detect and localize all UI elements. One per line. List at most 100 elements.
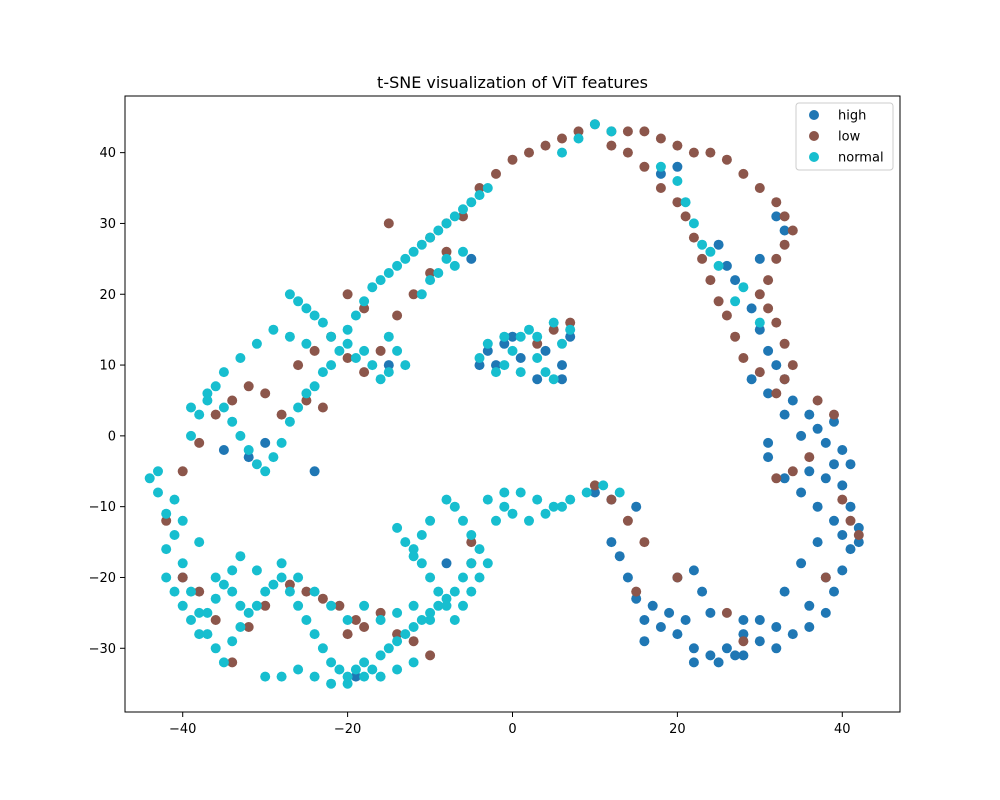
point-high-25 (730, 275, 741, 286)
point-normal-68 (177, 515, 188, 526)
point-high-68 (779, 409, 790, 420)
point-high-63 (837, 530, 848, 540)
point-normal-35 (425, 607, 436, 618)
point-normal-83 (260, 466, 271, 477)
point-normal-202 (466, 586, 477, 597)
point-normal-131 (350, 353, 361, 363)
point-low-103 (565, 317, 576, 328)
point-normal-109 (416, 239, 427, 250)
point-low-27 (771, 388, 782, 399)
point-high-73 (672, 161, 683, 172)
point-low-62 (210, 409, 221, 420)
point-normal-173 (309, 671, 320, 682)
point-low-69 (227, 657, 238, 668)
point-normal-40 (466, 558, 477, 569)
point-normal-31 (392, 636, 403, 647)
point-normal-162 (680, 197, 691, 208)
point-high-86 (474, 360, 485, 371)
point-normal-15 (260, 586, 271, 597)
point-high-31 (631, 593, 642, 604)
point-high-34 (606, 537, 617, 548)
point-normal-45 (441, 494, 452, 505)
point-low-47 (425, 268, 436, 278)
point-low-84 (738, 636, 749, 647)
point-normal-118 (441, 253, 452, 264)
point-normal-50 (392, 522, 403, 533)
point-low-15 (771, 197, 782, 208)
point-normal-155 (548, 317, 559, 328)
point-low-31 (721, 310, 732, 321)
point-normal-32 (400, 629, 411, 640)
point-normal-38 (449, 586, 460, 597)
point-normal-144 (524, 324, 534, 335)
point-high-19 (787, 395, 798, 406)
point-normal-188 (408, 600, 419, 611)
point-normal-51 (482, 494, 493, 505)
point-low-48 (408, 289, 419, 300)
point-low-107 (383, 218, 394, 229)
point-normal-106 (392, 260, 403, 271)
point-low-33 (705, 275, 716, 286)
point-normal-8 (202, 629, 213, 640)
point-normal-5 (177, 558, 188, 569)
point-normal-26 (350, 664, 361, 675)
point-low-73 (301, 586, 312, 597)
point-normal-128 (375, 374, 386, 385)
point-low-108 (359, 303, 370, 314)
point-low-65 (161, 515, 172, 526)
point-low-8 (655, 133, 666, 144)
point-normal-124 (383, 331, 394, 342)
point-low-35 (688, 232, 699, 243)
point-high-2 (721, 643, 732, 654)
point-low-95 (589, 480, 600, 491)
point-normal-115 (466, 197, 477, 208)
point-normal-46 (425, 515, 436, 526)
point-normal-208 (416, 558, 427, 569)
point-high-96 (557, 374, 567, 385)
point-normal-48 (408, 544, 419, 555)
point-high-94 (350, 671, 361, 682)
point-high-12 (853, 522, 864, 533)
point-normal-94 (268, 324, 279, 335)
point-high-53 (713, 657, 724, 668)
point-normal-105 (383, 268, 394, 278)
point-normal-20 (301, 615, 312, 625)
point-normal-89 (309, 381, 320, 392)
point-low-42 (507, 154, 518, 165)
point-normal-201 (474, 572, 485, 583)
point-high-67 (796, 430, 807, 441)
point-high-10 (837, 565, 848, 576)
point-normal-134 (326, 331, 337, 342)
point-low-79 (375, 607, 386, 618)
point-normal-99 (186, 402, 196, 413)
point-normal-43 (458, 515, 468, 526)
point-normal-185 (359, 600, 370, 611)
point-normal-79 (227, 416, 238, 427)
point-normal-23 (326, 657, 337, 668)
point-low-43 (491, 168, 501, 179)
point-normal-95 (251, 338, 262, 349)
point-normal-139 (284, 289, 295, 300)
point-low-16 (779, 211, 790, 222)
point-normal-22 (317, 643, 328, 654)
point-low-90 (812, 395, 823, 406)
point-high-29 (655, 622, 666, 632)
point-low-26 (779, 374, 790, 385)
point-normal-104 (375, 275, 386, 286)
point-normal-135 (317, 317, 328, 328)
point-normal-123 (449, 260, 460, 271)
point-normal-110 (425, 232, 436, 243)
point-normal-200 (482, 558, 493, 569)
point-low-76 (342, 629, 353, 640)
point-high-83 (540, 345, 551, 356)
point-normal-113 (449, 211, 460, 222)
point-high-7 (804, 622, 815, 632)
point-low-74 (317, 593, 328, 604)
point-normal-18 (284, 586, 295, 597)
point-low-85 (820, 572, 831, 583)
y-tick-label-2: −10 (89, 500, 116, 515)
point-normal-209 (408, 551, 419, 562)
point-normal-129 (367, 360, 378, 371)
point-normal-97 (218, 367, 229, 378)
point-low-72 (284, 579, 295, 590)
